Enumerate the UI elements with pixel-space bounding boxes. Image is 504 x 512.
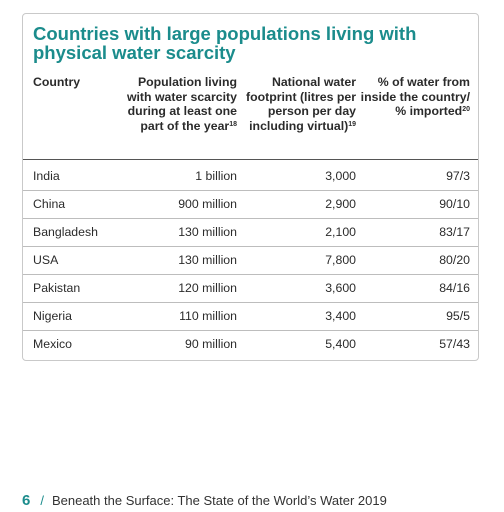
footnote-18: 18	[229, 120, 237, 128]
footnote-19: 19	[348, 120, 356, 128]
cell-population: 90 million	[185, 337, 237, 351]
cell-footprint: 3,600	[325, 281, 356, 295]
row-divider	[23, 246, 478, 247]
header-population-label: Population living with water scarcity du…	[126, 75, 237, 133]
table-row: India 1 billion 3,000 97/3	[33, 169, 470, 195]
cell-footprint: 7,800	[325, 253, 356, 267]
cell-footprint: 5,400	[325, 337, 356, 351]
cell-footprint: 3,000	[325, 169, 356, 183]
cell-population: 900 million	[178, 197, 237, 211]
row-divider	[23, 302, 478, 303]
cell-percent: 90/10	[439, 197, 470, 211]
page-footer: 6 / Beneath the Surface: The State of the …	[22, 493, 387, 509]
cell-country: USA	[33, 253, 59, 267]
cell-country: India	[33, 169, 60, 183]
header-percent: % of water from inside the country/ % im…	[360, 75, 470, 119]
cell-population: 130 million	[178, 253, 237, 267]
cell-footprint: 3,400	[325, 309, 356, 323]
cell-country: Mexico	[33, 337, 72, 351]
cell-percent: 97/3	[446, 169, 470, 183]
header-percent-label: % of water from inside the country/ % im…	[360, 75, 470, 118]
row-divider	[23, 190, 478, 191]
cell-percent: 57/43	[439, 337, 470, 351]
page-number: 6	[22, 492, 31, 509]
cell-footprint: 2,100	[325, 225, 356, 239]
cell-percent: 80/20	[439, 253, 470, 267]
cell-country: Pakistan	[33, 281, 81, 295]
table-row: China 900 million 2,900 90/10	[33, 197, 470, 223]
header-footprint: National water footprint (litres per per…	[246, 75, 356, 133]
table-header-row: Country Population living with water sca…	[33, 75, 470, 165]
row-divider	[23, 218, 478, 219]
cell-country: Bangladesh	[33, 225, 98, 239]
cell-percent: 95/5	[446, 309, 470, 323]
footnote-20: 20	[462, 106, 470, 113]
cell-country: China	[33, 197, 66, 211]
cell-population: 1 billion	[195, 169, 237, 183]
cell-percent: 83/17	[439, 225, 470, 239]
row-divider	[23, 274, 478, 275]
table-row: USA 130 million 7,800 80/20	[33, 253, 470, 279]
header-footprint-label: National water footprint (litres per per…	[246, 75, 356, 133]
header-population: Population living with water scarcity du…	[117, 75, 237, 133]
row-divider	[23, 330, 478, 331]
cell-population: 130 million	[178, 225, 237, 239]
footer-separator: /	[40, 493, 44, 508]
table-row: Bangladesh 130 million 2,100 83/17	[33, 225, 470, 251]
header-divider	[23, 159, 478, 160]
cell-population: 120 million	[178, 281, 237, 295]
table-row: Mexico 90 million 5,400 57/43	[33, 337, 470, 363]
header-country-label: Country	[33, 75, 81, 89]
cell-country: Nigeria	[33, 309, 72, 323]
water-scarcity-table: Countries with large populations living …	[22, 13, 479, 361]
header-country: Country	[33, 75, 80, 90]
table-row: Nigeria 110 million 3,400 95/5	[33, 309, 470, 335]
cell-footprint: 2,900	[325, 197, 356, 211]
cell-population: 110 million	[179, 309, 237, 323]
table-title: Countries with large populations living …	[33, 23, 417, 63]
table-row: Pakistan 120 million 3,600 84/16	[33, 281, 470, 307]
cell-percent: 84/16	[439, 281, 470, 295]
publication-title: Beneath the Surface: The State of the Wo…	[51, 493, 387, 508]
